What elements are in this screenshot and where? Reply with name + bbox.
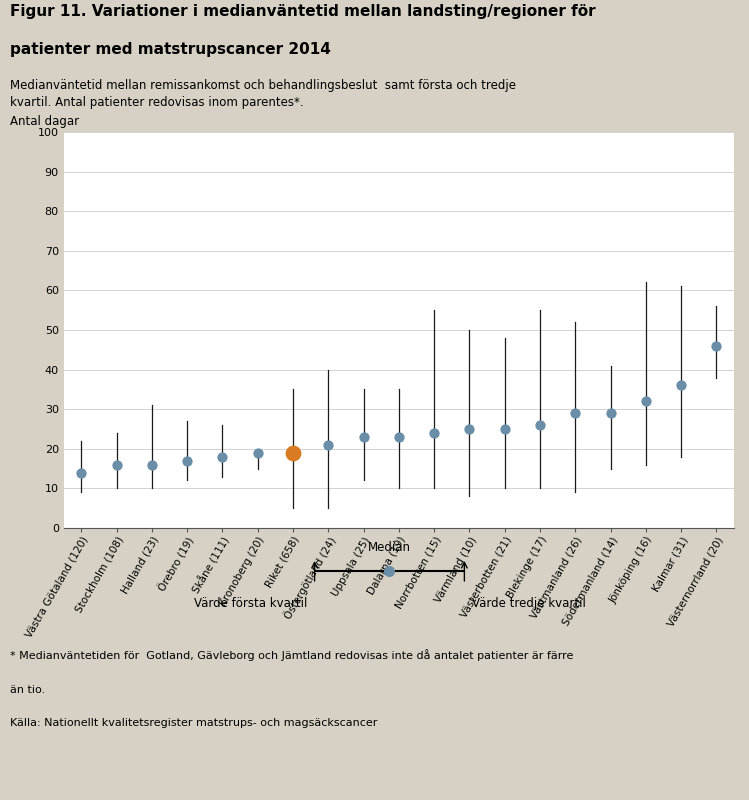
Point <box>216 450 228 463</box>
Point <box>322 438 334 451</box>
Point <box>392 430 404 443</box>
Point <box>252 446 264 459</box>
Text: Antal dagar: Antal dagar <box>10 115 79 128</box>
Point <box>428 426 440 439</box>
Point <box>464 422 476 435</box>
Point <box>111 458 123 471</box>
Text: Medianväntetid mellan remissankomst och behandlingsbeslut  samt första och tredj: Medianväntetid mellan remissankomst och … <box>10 79 516 110</box>
Point <box>357 430 369 443</box>
Text: Figur 11. Variationer i medianväntetid mellan landsting/regioner för: Figur 11. Variationer i medianväntetid m… <box>10 4 595 19</box>
Point <box>710 339 722 352</box>
Point <box>146 458 158 471</box>
Text: Median: Median <box>368 542 411 554</box>
Text: än tio.: än tio. <box>10 685 45 695</box>
Point <box>534 418 546 431</box>
Text: Källa: Nationellt kvalitetsregister matstrups- och magsäckscancer: Källa: Nationellt kvalitetsregister mats… <box>10 718 377 728</box>
Text: Värde tredje kvartil: Värde tredje kvartil <box>472 597 586 610</box>
Point <box>287 446 299 459</box>
Point <box>499 422 511 435</box>
Point <box>604 406 616 419</box>
Point <box>675 379 687 392</box>
Text: * Medianväntetiden för  Gotland, Gävleborg och Jämtland redovisas inte då antale: * Medianväntetiden för Gotland, Gävlebor… <box>10 649 573 661</box>
Point <box>569 406 581 419</box>
Point <box>181 454 193 467</box>
Text: Värde första kvartil: Värde första kvartil <box>194 597 307 610</box>
Text: patienter med matstrupscancer 2014: patienter med matstrupscancer 2014 <box>10 42 330 58</box>
Point <box>76 466 88 479</box>
Point <box>640 395 652 408</box>
